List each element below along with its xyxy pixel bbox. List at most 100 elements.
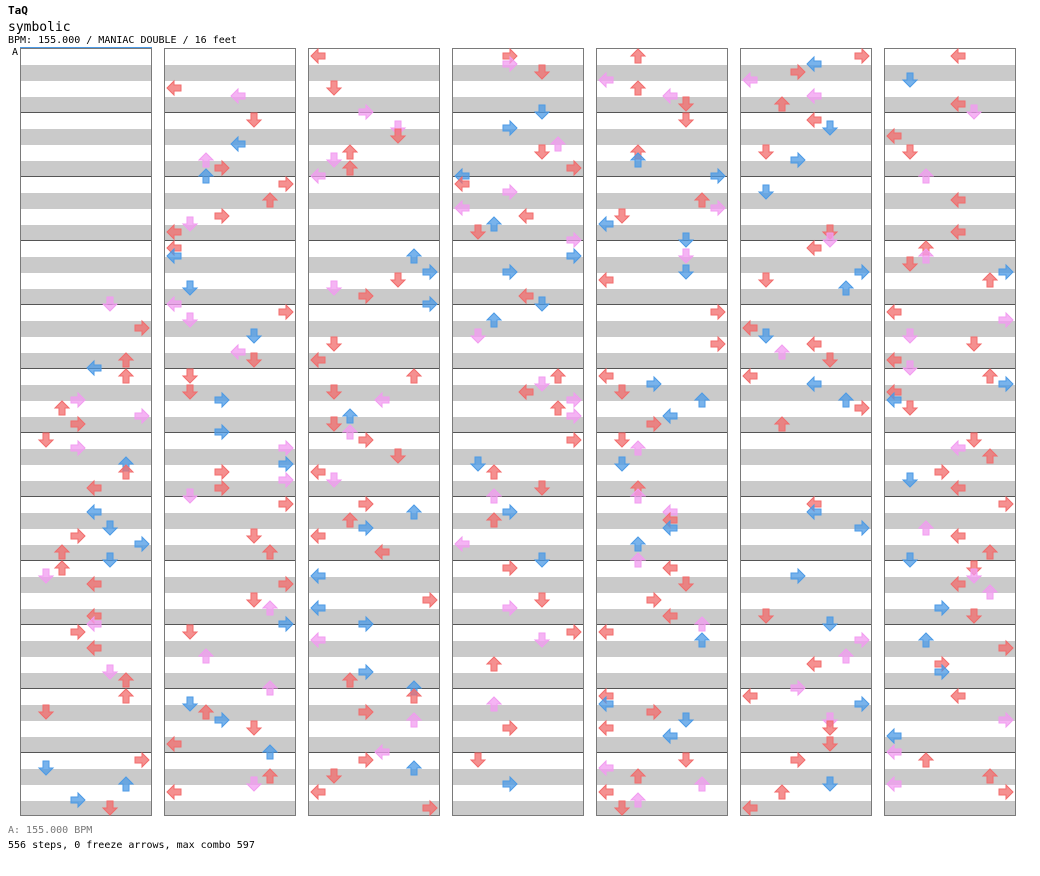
arrow-note-icon (677, 232, 695, 248)
arrow-note-icon (629, 792, 647, 808)
measure-line (453, 368, 583, 369)
arrow-note-icon (214, 711, 230, 729)
arrow-note-icon (70, 623, 86, 641)
arrow-note-icon (166, 735, 182, 753)
arrow-note-icon (934, 663, 950, 681)
arrow-note-icon (230, 343, 246, 361)
measure-line (309, 624, 439, 625)
arrow-note-icon (405, 712, 423, 728)
arrow-note-icon (53, 544, 71, 560)
arrow-note-icon (773, 784, 791, 800)
arrow-note-icon (310, 47, 326, 65)
arrow-note-icon (598, 719, 614, 737)
arrow-note-icon (197, 152, 215, 168)
arrow-note-icon (629, 152, 647, 168)
arrow-note-icon (837, 648, 855, 664)
bpm-legend: A: 155.000 BPM (8, 825, 93, 836)
arrow-note-icon (166, 295, 182, 313)
arrow-note-icon (181, 624, 199, 640)
measure-line (741, 240, 871, 241)
arrow-note-icon (358, 103, 374, 121)
measure-line (741, 112, 871, 113)
measure-line (309, 176, 439, 177)
measure-line (885, 688, 1015, 689)
measure-line (309, 496, 439, 497)
arrow-note-icon (389, 128, 407, 144)
arrow-note-icon (965, 104, 983, 120)
arrow-note-icon (854, 263, 870, 281)
measure-line (165, 624, 295, 625)
arrow-note-icon (86, 575, 102, 593)
arrow-note-icon (245, 112, 263, 128)
measure-line (309, 240, 439, 241)
arrow-note-icon (693, 192, 711, 208)
arrow-note-icon (422, 263, 438, 281)
arrow-note-icon (613, 208, 631, 224)
arrow-note-icon (934, 463, 950, 481)
arrow-note-icon (405, 504, 423, 520)
arrow-note-icon (677, 112, 695, 128)
arrow-note-icon (757, 608, 775, 624)
arrow-note-icon (245, 352, 263, 368)
arrow-note-icon (821, 120, 839, 136)
arrow-note-icon (166, 239, 182, 257)
arrow-note-icon (214, 391, 230, 409)
arrow-note-icon (261, 192, 279, 208)
arrow-note-icon (790, 679, 806, 697)
arrow-note-icon (806, 495, 822, 513)
chart-column (452, 48, 584, 816)
arrow-note-icon (278, 455, 294, 473)
arrow-note-icon (757, 144, 775, 160)
arrow-note-icon (117, 368, 135, 384)
arrow-note-icon (37, 704, 55, 720)
arrow-note-icon (566, 623, 582, 641)
arrow-note-icon (790, 63, 806, 81)
measure-line (885, 368, 1015, 369)
arrow-note-icon (901, 552, 919, 568)
arrow-note-icon (181, 384, 199, 400)
arrow-note-icon (310, 351, 326, 369)
arrow-note-icon (917, 168, 935, 184)
arrow-note-icon (901, 472, 919, 488)
arrow-note-icon (358, 703, 374, 721)
arrow-note-icon (70, 439, 86, 457)
measure-line (885, 496, 1015, 497)
measure-line (453, 752, 583, 753)
arrow-note-icon (134, 319, 150, 337)
arrow-note-icon (598, 271, 614, 289)
arrow-note-icon (101, 800, 119, 816)
chart-column (884, 48, 1016, 816)
arrow-note-icon (518, 287, 534, 305)
arrow-note-icon (230, 87, 246, 105)
arrow-note-icon (598, 759, 614, 777)
arrow-note-icon (790, 751, 806, 769)
arrow-note-icon (533, 376, 551, 392)
arrow-note-icon (566, 431, 582, 449)
measure-line (885, 112, 1015, 113)
arrow-note-icon (598, 367, 614, 385)
measure-line (165, 432, 295, 433)
measure-line (741, 624, 871, 625)
arrow-note-icon (485, 696, 503, 712)
arrow-note-icon (629, 536, 647, 552)
arrow-note-icon (37, 760, 55, 776)
arrow-note-icon (358, 287, 374, 305)
arrow-note-icon (693, 776, 711, 792)
arrow-note-icon (646, 415, 662, 433)
arrow-note-icon (325, 768, 343, 784)
arrow-note-icon (662, 503, 678, 521)
measure-line (309, 752, 439, 753)
arrow-note-icon (790, 567, 806, 585)
arrow-note-icon (613, 456, 631, 472)
arrow-note-icon (469, 328, 487, 344)
arrow-note-icon (341, 144, 359, 160)
arrow-note-icon (742, 799, 758, 817)
arrow-note-icon (325, 280, 343, 296)
arrow-note-icon (693, 616, 711, 632)
arrow-note-icon (806, 239, 822, 257)
measure-line (885, 624, 1015, 625)
arrow-note-icon (950, 527, 966, 545)
arrow-note-icon (117, 688, 135, 704)
arrow-note-icon (710, 303, 726, 321)
arrow-note-icon (854, 695, 870, 713)
